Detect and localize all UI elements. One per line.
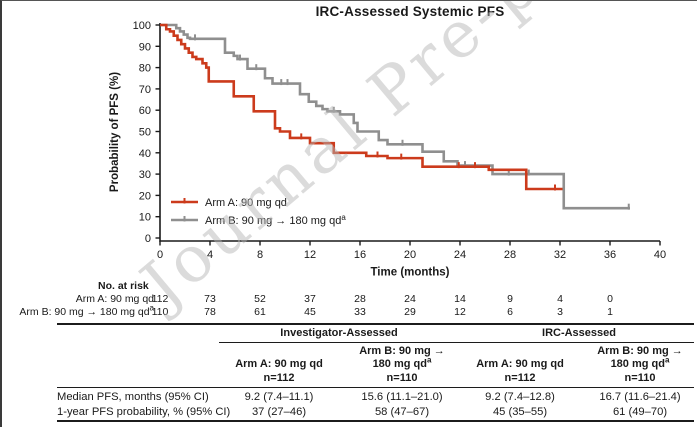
y-tick-label: 50 — [139, 127, 151, 139]
y-tick-label: 80 — [139, 63, 151, 75]
summary-column-header-line: n=112 — [263, 371, 295, 384]
x-tick-label: 40 — [654, 249, 666, 261]
summary-row-label: 1-year PFS probability, % (95% CI) — [57, 405, 231, 418]
risk-count: 0 — [607, 293, 613, 305]
summary-column-header-line: 180 mg qda — [610, 355, 670, 370]
y-tick-label: 30 — [139, 169, 151, 181]
x-tick-label: 28 — [504, 249, 516, 261]
x-tick-label: 12 — [304, 249, 316, 261]
legend-label: Arm B: 90 mg → 180 mg qda​ — [205, 213, 346, 227]
km-plot: 0 10 20 30 40 50 60 70 80 90 100 0 4 8 12 16 20 24 28 32 36 4… — [109, 20, 666, 279]
y-tick-label: 100 — [133, 20, 151, 32]
summary-column-header-line: Arm B: 90 mg → — [597, 344, 683, 357]
km-curve — [160, 23, 563, 191]
summary-cell: 58 (47–67) — [374, 405, 430, 418]
risk-table: No. at risk Arm A: 90 mg qd 112 73 52 37 28 24… — [2, 277, 697, 323]
risk-table-header: No. at risk — [98, 280, 149, 292]
summary-group-header: Investigator-Assessed — [280, 327, 398, 339]
table-rule — [57, 386, 694, 388]
summary-column-header: Arm A: 90 mg qd n=112 — [435, 344, 605, 385]
legend-label: Arm A: 90 mg qd — [205, 197, 287, 209]
summary-cell: 15.6 (11.1–21.0) — [361, 391, 443, 403]
risk-count: 4 — [557, 293, 563, 305]
risk-row-label: Arm B: 90 mg → 180 mg qda — [19, 303, 154, 318]
risk-count: 37 — [304, 293, 316, 305]
summary-column-header: Arm B: 90 mg → 180 mg qda n=110 — [555, 344, 697, 385]
risk-count: 45 — [304, 306, 316, 318]
risk-count: 112 — [151, 293, 169, 305]
y-tick-label: 40 — [139, 148, 151, 160]
table-rule — [57, 419, 694, 422]
summary-row-label: Median PFS, months (95% CI) — [57, 391, 209, 403]
table-rule — [219, 341, 694, 343]
x-tick-label: 8 — [257, 249, 263, 261]
x-tick-label: 24 — [454, 249, 466, 261]
summary-column-header-line: Arm A: 90 mg qd — [476, 358, 564, 370]
summary-column-header-line: n=112 — [504, 371, 536, 384]
chart-title: IRC-Assessed Systemic PFS — [315, 4, 505, 19]
y-tick-label: 20 — [139, 190, 151, 202]
risk-count: 12 — [454, 306, 466, 318]
summary-cell: 61 (49–70) — [612, 405, 668, 418]
x-tick-label: 0 — [157, 249, 163, 261]
risk-count: 1 — [607, 306, 613, 318]
summary-column-header-line: n=110 — [386, 371, 418, 384]
risk-count: 73 — [204, 293, 216, 305]
risk-count: 24 — [404, 293, 416, 305]
summary-cell: 9.2 (7.4–12.8) — [485, 391, 555, 403]
summary-column-header-line: n=110 — [624, 371, 656, 384]
y-tick-label: 90 — [139, 41, 151, 53]
risk-row-label: Arm A: 90 mg qd — [75, 293, 154, 305]
risk-count: 29 — [404, 306, 416, 318]
x-axis-title: Time (months) — [370, 267, 449, 279]
risk-count: 9 — [507, 293, 513, 305]
y-tick-label: 70 — [139, 84, 151, 96]
y-tick-label: 10 — [139, 212, 151, 224]
risk-count: 33 — [354, 306, 366, 318]
km-curve — [160, 23, 630, 210]
y-axis-title: Probability of PFS (%) — [109, 72, 121, 192]
summary-column-header: Arm A: 90 mg qd n=112 — [194, 344, 364, 385]
summary-cell: 37 (27–46) — [251, 405, 307, 418]
x-tick-label: 32 — [554, 249, 566, 261]
summary-cell: 9.2 (7.4–11.1) — [244, 391, 314, 403]
summary-cell: 16.7 (11.6–21.4) — [599, 391, 681, 403]
risk-count: 52 — [254, 293, 266, 305]
y-tick-label: 60 — [139, 105, 151, 117]
x-tick-label: 36 — [604, 249, 616, 261]
x-tick-label: 16 — [354, 249, 366, 261]
risk-count: 28 — [354, 293, 366, 305]
summary-cell: 45 (35–55) — [492, 405, 548, 418]
summary-group-header: IRC-Assessed — [542, 327, 616, 339]
risk-count: 14 — [454, 293, 466, 305]
x-tick-label: 4 — [207, 249, 213, 261]
risk-count: 78 — [204, 306, 216, 318]
y-tick-label: 0 — [145, 233, 151, 245]
risk-count: 61 — [254, 306, 266, 318]
risk-count: 110 — [151, 306, 169, 318]
risk-count: 6 — [507, 306, 513, 318]
summary-column-header-line: Arm B: 90 mg → — [359, 344, 445, 357]
summary-column-header: Arm B: 90 mg → 180 mg qda n=110 — [317, 344, 487, 385]
summary-column-header-line: 180 mg qda — [372, 355, 432, 370]
risk-count: 3 — [557, 306, 563, 318]
x-tick-label: 20 — [404, 249, 416, 261]
summary-column-header-line: Arm A: 90 mg qd — [235, 358, 323, 370]
